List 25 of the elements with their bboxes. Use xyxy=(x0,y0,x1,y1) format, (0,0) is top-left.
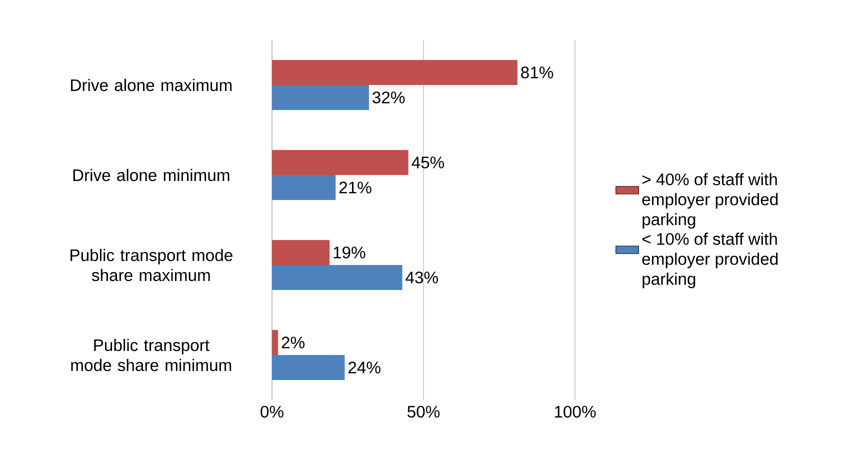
bar xyxy=(272,354,345,380)
data-label: 81% xyxy=(521,66,554,78)
data-label: 2% xyxy=(282,336,304,348)
x-tick-label: 100% xyxy=(554,406,596,418)
data-label: 24% xyxy=(348,362,380,374)
x-tick-label: 0% xyxy=(260,406,284,418)
y-tick-label: Public transport mode share minimum xyxy=(71,338,232,372)
data-label: 45% xyxy=(412,156,444,168)
legend-label: < 10% of staff with employer provided parking xyxy=(642,232,778,288)
bar xyxy=(272,85,369,110)
data-label: 32% xyxy=(372,92,405,104)
bar xyxy=(272,330,278,355)
bar xyxy=(272,240,330,265)
bar xyxy=(272,150,408,175)
data-label: 21% xyxy=(339,182,372,194)
data-label: 19% xyxy=(334,246,366,258)
bar xyxy=(272,265,402,290)
bar xyxy=(272,175,336,200)
y-tick-label: Drive alone minimum xyxy=(73,168,230,182)
y-tick-label: Public transport mode share maximum xyxy=(70,248,232,282)
data-label: 43% xyxy=(406,272,438,284)
y-tick-label: Drive alone maximum xyxy=(71,78,232,92)
x-tick-label: 50% xyxy=(407,406,440,418)
legend-label: > 40% of staff with employer provided parking xyxy=(642,173,778,229)
bar xyxy=(272,60,518,85)
